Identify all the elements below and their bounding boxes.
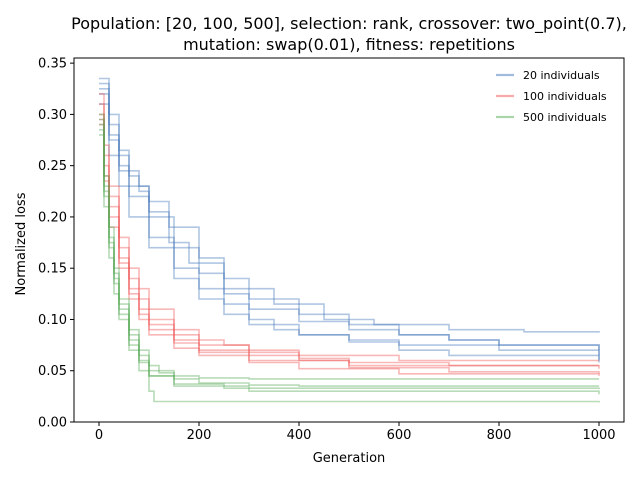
y-axis-label: Normalized loss <box>14 192 29 295</box>
series-line-3-run-2 <box>99 118 599 387</box>
legend-label: 100 individuals <box>523 90 607 103</box>
series-line-2-run-4 <box>99 118 600 374</box>
series-line-1-run-1 <box>99 77 600 333</box>
y-tick-label: 0.15 <box>38 262 67 277</box>
series-line-1-run-2 <box>99 82 600 361</box>
x-axis-label: Generation <box>313 451 386 466</box>
legend-label: 500 individuals <box>523 111 607 124</box>
series-line-2-run-1 <box>99 93 599 362</box>
chart-subtitle: mutation: swap(0.01), fitness: repetitio… <box>183 35 515 54</box>
y-tick-label: 0.25 <box>38 159 67 174</box>
axes: 0 200 400 600 800 1000 0.00 0.05 0.10 0.15 0.20 0.2… <box>38 57 625 443</box>
x-tick-label: 200 <box>187 428 212 443</box>
chart-title: Population: [20, 100, 500], selection: r… <box>71 14 627 34</box>
series-line-2-run-3 <box>99 113 600 369</box>
x-tick-label: 800 <box>487 428 512 443</box>
series-line-2-run-5 <box>99 123 600 376</box>
y-tick-label: 0.00 <box>38 416 67 431</box>
legend-label: 20 individuals <box>523 69 600 82</box>
series-line-3-run-5 <box>99 134 600 403</box>
y-tick-label: 0.30 <box>38 108 67 123</box>
y-tick-label: 0.10 <box>38 313 67 328</box>
series-line-3-run-4 <box>99 129 600 395</box>
x-tick-label: 1000 <box>582 428 615 443</box>
legend: 20 individuals 100 individuals 500 individ… <box>496 69 607 124</box>
plot-frame <box>73 57 625 423</box>
series-line-1-run-5 <box>99 103 600 363</box>
x-tick-label: 600 <box>387 428 412 443</box>
y-tick-label: 0.20 <box>38 210 67 225</box>
series-line-3-run-3 <box>99 123 600 390</box>
series-line-1-run-4 <box>99 93 600 356</box>
series-lines <box>99 77 600 403</box>
series-line-2-run-2 <box>99 103 599 367</box>
x-tick-label: 0 <box>95 428 103 443</box>
y-tick-label: 0.05 <box>38 364 67 379</box>
x-tick-label: 400 <box>287 428 312 443</box>
y-tick-label: 0.35 <box>38 57 67 72</box>
series-line-1-run-3 <box>99 88 600 351</box>
series-line-3-run-1 <box>99 113 599 380</box>
